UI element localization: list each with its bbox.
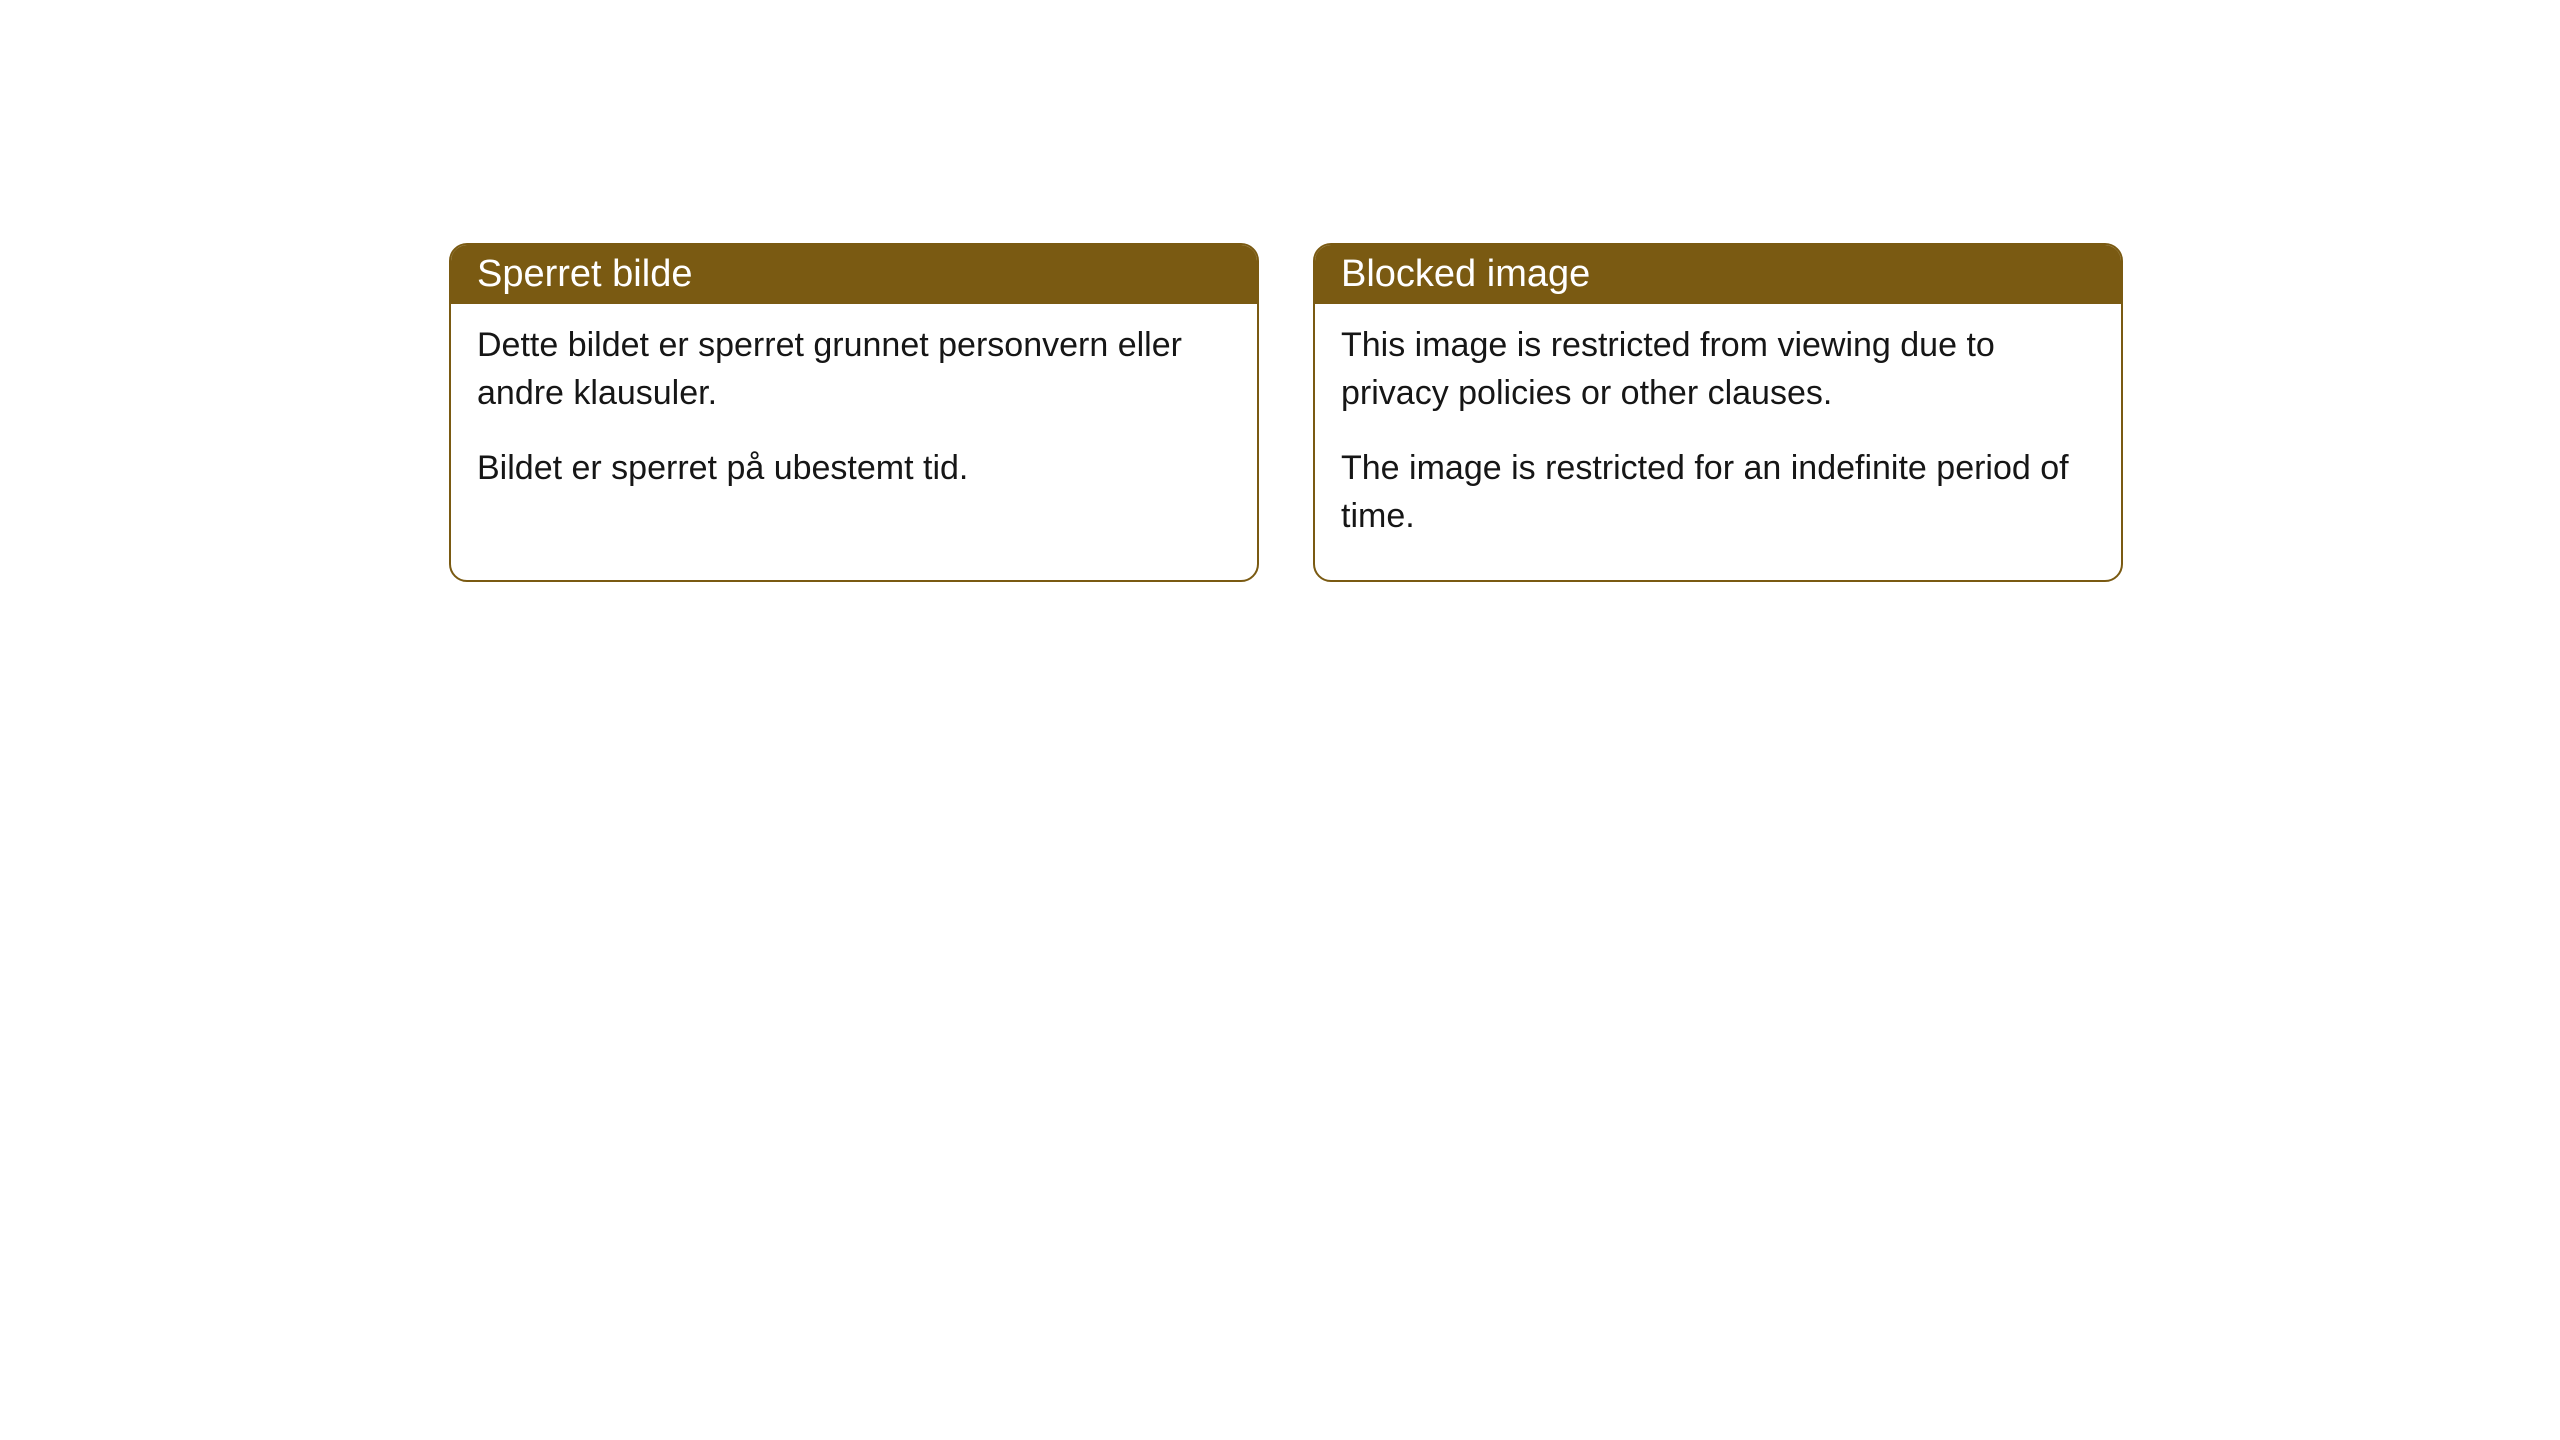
card-body-english: This image is restricted from viewing du…	[1315, 304, 2121, 580]
card-header-norwegian: Sperret bilde	[451, 245, 1257, 304]
card-title-norwegian: Sperret bilde	[477, 253, 692, 295]
cards-container: Sperret bilde Dette bildet er sperret gr…	[449, 243, 2123, 582]
card-header-english: Blocked image	[1315, 245, 2121, 304]
card-english: Blocked image This image is restricted f…	[1313, 243, 2123, 582]
card-title-english: Blocked image	[1341, 253, 1590, 295]
card-paragraph-norwegian-2: Bildet er sperret på ubestemt tid.	[477, 445, 1231, 493]
card-paragraph-english-2: The image is restricted for an indefinit…	[1341, 445, 2095, 540]
card-norwegian: Sperret bilde Dette bildet er sperret gr…	[449, 243, 1259, 582]
card-body-norwegian: Dette bildet er sperret grunnet personve…	[451, 304, 1257, 533]
card-paragraph-english-1: This image is restricted from viewing du…	[1341, 322, 2095, 417]
card-paragraph-norwegian-1: Dette bildet er sperret grunnet personve…	[477, 322, 1231, 417]
